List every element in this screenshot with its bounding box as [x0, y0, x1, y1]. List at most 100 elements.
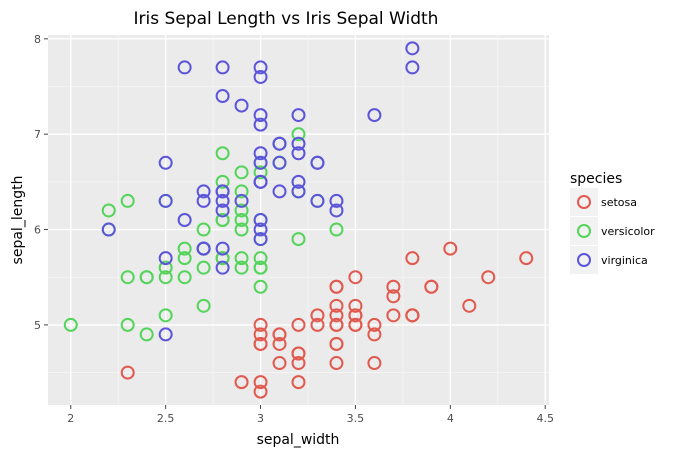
data-point-versicolor	[234, 184, 249, 199]
data-point-setosa	[462, 298, 477, 313]
data-point-setosa	[253, 384, 268, 399]
data-point-virginica	[177, 60, 192, 75]
data-point-setosa	[272, 356, 287, 371]
x-tick-label: 3	[257, 412, 264, 425]
data-point-versicolor	[291, 127, 306, 142]
data-point-setosa	[443, 241, 458, 256]
y-tick-label: 5	[34, 319, 41, 332]
data-point-virginica	[253, 146, 268, 161]
legend-marker-versicolor	[577, 224, 591, 238]
data-point-versicolor	[196, 222, 211, 237]
y-tick-label: 6	[34, 224, 41, 237]
data-point-virginica	[158, 193, 173, 208]
data-point-versicolor	[215, 146, 230, 161]
x-tick-label: 4.5	[536, 412, 554, 425]
data-point-versicolor	[158, 308, 173, 323]
data-point-virginica	[291, 108, 306, 123]
data-point-versicolor	[139, 270, 154, 285]
legend-label-setosa: setosa	[601, 196, 637, 209]
x-tick-label: 2.5	[157, 412, 175, 425]
data-point-virginica	[196, 184, 211, 199]
data-point-setosa	[348, 298, 363, 313]
data-point-versicolor	[234, 260, 249, 275]
data-point-versicolor	[234, 213, 249, 227]
data-point-setosa	[329, 298, 344, 313]
data-point-virginica	[253, 108, 268, 123]
data-point-setosa	[329, 356, 344, 371]
data-point-virginica	[329, 193, 344, 208]
data-point-virginica	[177, 213, 192, 227]
data-point-virginica	[253, 222, 268, 237]
x-axis-ticks: 2 2.5 3 3.5 4 4.5	[67, 405, 554, 425]
data-point-setosa	[386, 279, 401, 294]
data-point-virginica	[253, 117, 268, 132]
data-point-setosa	[272, 336, 287, 351]
data-point-setosa	[329, 317, 344, 332]
data-point-virginica	[272, 155, 287, 170]
data-point-setosa	[329, 308, 344, 323]
data-point-versicolor	[215, 251, 230, 266]
data-point-setosa	[519, 251, 534, 266]
data-point-versicolor	[253, 251, 268, 266]
data-point-versicolor	[196, 298, 211, 313]
data-point-virginica	[310, 193, 325, 208]
x-tick-label: 4	[447, 412, 454, 425]
data-point-versicolor	[158, 260, 173, 275]
data-point-virginica	[253, 155, 268, 170]
data-point-versicolor	[253, 260, 268, 275]
data-point-virginica	[291, 146, 306, 161]
y-tick-label: 7	[34, 128, 41, 141]
data-point-setosa	[253, 375, 268, 390]
data-point-virginica	[101, 222, 116, 237]
data-point-versicolor	[158, 270, 173, 285]
data-point-setosa	[405, 308, 420, 323]
data-points	[63, 41, 534, 399]
data-point-setosa	[367, 356, 382, 371]
data-point-setosa	[386, 308, 401, 323]
data-point-setosa	[386, 289, 401, 304]
data-point-setosa	[272, 327, 287, 342]
legend-key-setosa	[570, 188, 598, 216]
data-point-versicolor	[329, 222, 344, 237]
data-point-virginica	[272, 184, 287, 199]
data-point-virginica	[291, 174, 306, 189]
data-point-virginica	[196, 193, 211, 208]
data-point-versicolor	[215, 174, 230, 189]
data-point-virginica	[215, 60, 230, 75]
data-point-versicolor	[63, 317, 78, 332]
legend-label-virginica: virginica	[601, 254, 648, 267]
data-point-setosa	[310, 317, 325, 332]
data-point-virginica	[215, 203, 230, 218]
data-point-versicolor	[234, 203, 249, 218]
data-point-virginica	[253, 213, 268, 227]
data-point-versicolor	[120, 193, 135, 208]
data-point-setosa	[405, 251, 420, 266]
data-point-versicolor	[139, 327, 154, 342]
data-point-virginica	[291, 184, 306, 199]
data-point-virginica	[158, 251, 173, 266]
data-point-setosa	[348, 308, 363, 323]
data-point-setosa	[291, 356, 306, 371]
data-point-virginica	[215, 184, 230, 199]
data-point-versicolor	[234, 222, 249, 237]
data-point-versicolor	[234, 251, 249, 266]
data-point-virginica	[329, 203, 344, 218]
data-point-setosa	[424, 279, 439, 294]
data-point-setosa	[253, 317, 268, 332]
data-point-virginica	[310, 155, 325, 170]
data-point-versicolor	[253, 279, 268, 294]
data-point-setosa	[234, 375, 249, 390]
legend-title: species	[570, 171, 622, 187]
data-point-setosa	[367, 327, 382, 342]
data-point-virginica	[405, 41, 420, 56]
major-gridlines	[48, 35, 549, 405]
data-point-versicolor	[234, 165, 249, 180]
data-point-versicolor	[177, 270, 192, 285]
data-point-versicolor	[215, 213, 230, 227]
x-tick-label: 2	[67, 412, 74, 425]
y-tick-label: 8	[34, 33, 41, 46]
data-point-versicolor	[177, 251, 192, 266]
data-point-versicolor	[291, 232, 306, 247]
data-point-virginica	[234, 193, 249, 208]
data-point-virginica	[196, 241, 211, 256]
